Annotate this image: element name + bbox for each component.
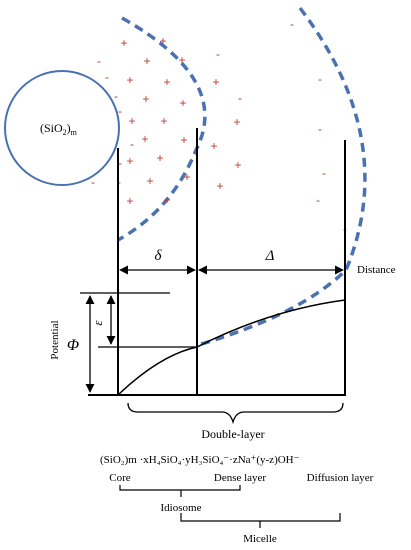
diffusion-layer-boundary bbox=[197, 6, 367, 347]
positive-charge-sign: + bbox=[163, 75, 170, 89]
positive-charge-sign: + bbox=[212, 75, 219, 89]
formula: (SiO₂)m ·xH₄SiO₄·yH₃SiO₄⁻·zNa⁺(y-z)OH⁻ bbox=[100, 454, 300, 466]
dense-layer-text: Dense layer bbox=[214, 472, 267, 484]
negative-charge-sign: - bbox=[91, 175, 95, 189]
negative-charge-sign: - bbox=[114, 89, 118, 103]
positive-charge-sign: + bbox=[234, 158, 241, 172]
diffusion-layer-text: Diffusion layer bbox=[307, 472, 374, 484]
positive-charge-sign: + bbox=[156, 151, 163, 165]
positive-charge-sign: + bbox=[126, 154, 133, 168]
potential-label: Potential bbox=[49, 320, 61, 359]
positive-charge-sign: + bbox=[141, 132, 148, 146]
positive-charge-sign: + bbox=[180, 133, 187, 147]
positive-charge-sign: + bbox=[142, 92, 149, 106]
positive-charge-sign: + bbox=[146, 174, 153, 188]
double-layer-brace bbox=[127, 402, 344, 425]
core-text: Core bbox=[109, 472, 131, 484]
negative-charge-sign: - bbox=[290, 17, 294, 31]
Delta-label: Δ bbox=[265, 248, 275, 264]
core-circle bbox=[4, 70, 120, 186]
distance-label: Distance bbox=[357, 264, 396, 276]
idiosome-bracket bbox=[119, 485, 241, 497]
negative-charge-sign: - bbox=[318, 72, 322, 86]
potential-curve bbox=[117, 299, 346, 396]
positive-charge-sign: + bbox=[126, 73, 133, 87]
positive-charge-sign: + bbox=[179, 96, 186, 110]
charge-signs: +++++++++++++++++++++++---------------- bbox=[91, 17, 347, 236]
positive-charge-sign: + bbox=[126, 194, 133, 208]
positive-charge-sign: + bbox=[233, 115, 240, 129]
positive-charge-sign: + bbox=[143, 54, 150, 68]
positive-charge-sign: + bbox=[128, 114, 135, 128]
negative-charge-sign: - bbox=[316, 193, 320, 207]
negative-charge-sign: - bbox=[118, 104, 122, 118]
negative-charge-sign: - bbox=[322, 166, 326, 180]
negative-charge-sign: - bbox=[97, 54, 101, 68]
micelle-label: Micelle bbox=[243, 533, 277, 545]
epsilon-label: ε bbox=[90, 320, 105, 326]
delta-label: δ bbox=[155, 248, 163, 264]
micelle-bracket bbox=[180, 513, 341, 528]
idiosome-label: Idiosome bbox=[161, 502, 202, 514]
double-layer-label: Double-layer bbox=[201, 427, 264, 441]
core-label: (SiO2)m bbox=[40, 121, 78, 137]
phi-label: Φ bbox=[67, 337, 79, 354]
negative-charge-sign: - bbox=[105, 70, 109, 84]
positive-charge-sign: + bbox=[183, 170, 190, 184]
negative-charge-sign: - bbox=[216, 47, 220, 61]
positive-charge-sign: + bbox=[120, 36, 127, 50]
negative-charge-sign: - bbox=[130, 137, 134, 151]
positive-charge-sign: + bbox=[216, 179, 223, 193]
positive-charge-sign: + bbox=[178, 53, 185, 67]
negative-charge-sign: - bbox=[318, 122, 322, 136]
negative-charge-sign: - bbox=[238, 91, 242, 105]
positive-charge-sign: + bbox=[159, 34, 166, 48]
positive-charge-sign: + bbox=[163, 193, 170, 207]
positive-charge-sign: + bbox=[210, 139, 217, 153]
positive-charge-sign: + bbox=[160, 114, 167, 128]
negative-charge-sign: - bbox=[118, 156, 122, 170]
